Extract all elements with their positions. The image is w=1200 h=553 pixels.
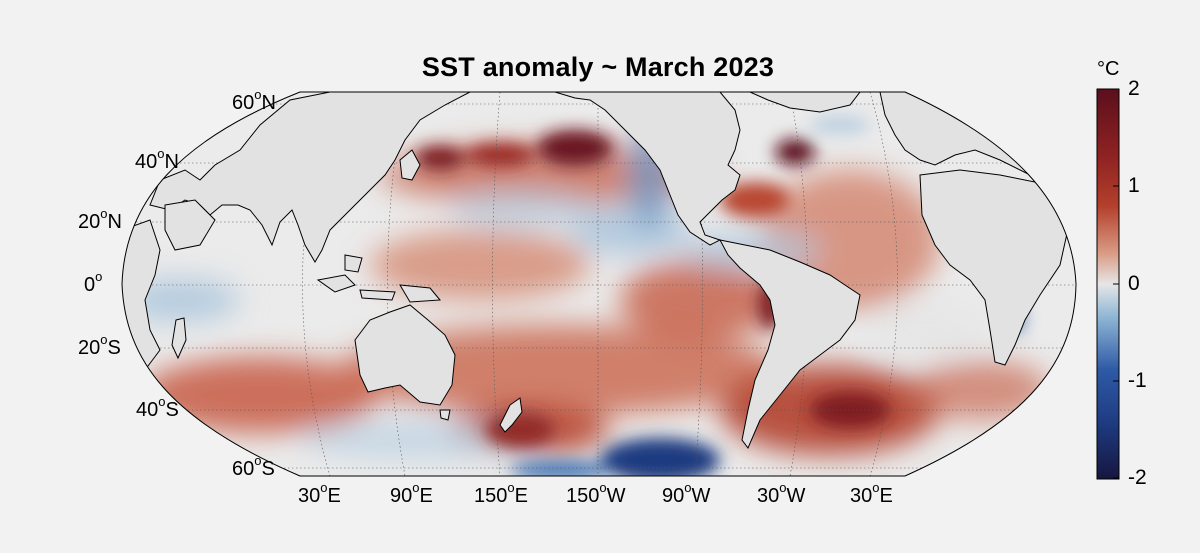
greenland-land <box>749 92 862 113</box>
lon-label: 30oE <box>298 480 341 507</box>
papua-land <box>399 284 442 303</box>
arabia-land <box>164 199 216 251</box>
colorbar-tick-label: -1 <box>1128 369 1147 392</box>
map-title: SST anomaly ~ March 2023 <box>421 52 775 82</box>
south-america-land <box>719 239 861 449</box>
colorbar-tick-label: -2 <box>1128 466 1147 489</box>
australia-land <box>354 304 456 406</box>
lat-label: 20oS <box>78 332 121 359</box>
lon-label: 90oE <box>390 480 433 507</box>
madagascar-land <box>171 317 187 360</box>
tasmania-land <box>439 409 451 421</box>
lat-label: 0o <box>84 269 103 296</box>
indonesia-land <box>316 254 396 301</box>
lat-label: 60oS <box>232 453 275 480</box>
colorbar-tick-label: 2 <box>1128 77 1140 100</box>
lon-label: 90oW <box>662 480 711 507</box>
colorbar-tick-label: 0 <box>1128 272 1140 295</box>
lat-label: 40oS <box>136 394 179 421</box>
eurasia-land <box>149 92 471 263</box>
japan-land <box>399 149 421 181</box>
lon-label: 150oW <box>566 480 626 507</box>
colorbar-unit: °C <box>1097 58 1120 80</box>
globe-outline <box>121 91 1077 477</box>
lat-label: 60oN <box>232 87 276 114</box>
colorbar-tick-label: 1 <box>1128 174 1140 197</box>
colorbar-ticks <box>1113 88 1119 479</box>
lat-label: 20oN <box>78 206 122 233</box>
lon-label: 150oE <box>474 480 528 507</box>
lon-label: 30oW <box>757 480 806 507</box>
lon-label: 30oE <box>850 480 893 507</box>
new-zealand-land <box>499 397 523 433</box>
north-america-land <box>554 92 741 246</box>
lat-label: 40oN <box>135 146 179 173</box>
